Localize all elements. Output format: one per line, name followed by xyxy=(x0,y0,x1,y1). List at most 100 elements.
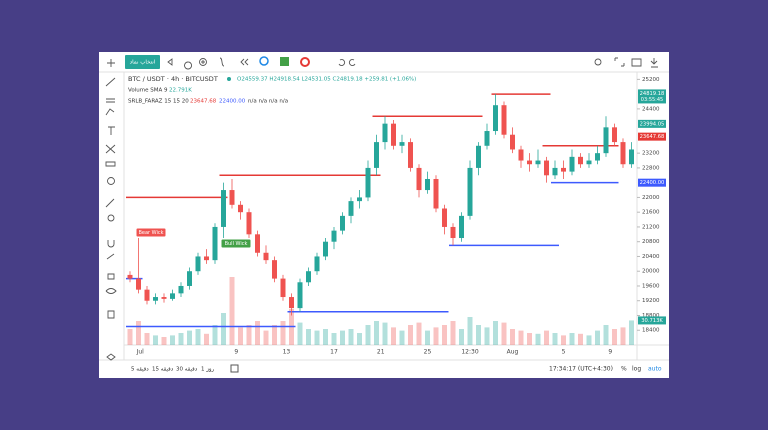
volume-bar xyxy=(144,333,150,345)
x-tick-label: 21 xyxy=(377,349,385,356)
volume-bar xyxy=(229,277,235,345)
candle-body xyxy=(127,274,133,279)
sidebar-icon[interactable] xyxy=(105,59,117,361)
interval-button[interactable]: 15 دقیقه xyxy=(152,367,174,373)
volume-bar xyxy=(187,330,192,345)
volume-bar xyxy=(425,330,430,345)
annotation-box xyxy=(136,228,166,237)
volume-bar xyxy=(544,330,549,345)
toolbar-icons xyxy=(105,56,658,361)
indicator-value: 22400.00 xyxy=(219,99,246,105)
log-toggle[interactable]: log xyxy=(632,366,641,373)
volume-bar xyxy=(527,333,532,345)
candle-body xyxy=(416,167,422,191)
save-icon[interactable] xyxy=(280,57,289,66)
candle-body xyxy=(569,156,575,172)
volume-bar xyxy=(374,321,379,345)
volume-bar xyxy=(272,325,277,345)
volume-bar xyxy=(501,322,507,345)
candle-body xyxy=(280,278,286,298)
volume-bar xyxy=(246,325,252,345)
auto-toggle[interactable]: auto xyxy=(648,366,662,373)
volume-bar xyxy=(348,329,354,345)
symbol-button[interactable] xyxy=(125,55,160,69)
price-label-box xyxy=(638,119,666,128)
alert-icon[interactable] xyxy=(300,57,310,67)
volume-bar xyxy=(391,327,396,345)
volume-bar xyxy=(476,325,481,345)
indicator-name: SRLB_FARAZ 15 15 20 xyxy=(128,99,189,105)
candle-body xyxy=(450,226,456,239)
candle-body xyxy=(195,256,201,272)
y-tick-label: 21200 xyxy=(642,224,660,230)
volume-bar xyxy=(340,330,345,345)
interval-button[interactable]: 1 روز xyxy=(201,367,215,373)
volume-bar xyxy=(136,321,141,345)
search-icon[interactable] xyxy=(259,56,269,66)
candle-body xyxy=(425,178,430,191)
calendar-icon[interactable] xyxy=(230,364,239,373)
y-tick-label: 20000 xyxy=(642,269,660,275)
volume-bar xyxy=(629,320,634,345)
candle-body xyxy=(391,123,396,146)
y-tick-label: 18400 xyxy=(642,328,660,334)
volume-bar xyxy=(467,317,473,345)
y-tick-label: 24400 xyxy=(642,106,660,112)
candle-body xyxy=(518,149,524,161)
candle-body xyxy=(603,127,609,154)
candle-body xyxy=(595,153,600,161)
y-tick-label: 20400 xyxy=(642,254,660,260)
volume-bar xyxy=(399,330,405,345)
volume-bar xyxy=(493,321,498,345)
candle-body xyxy=(153,297,158,301)
volume-bar xyxy=(510,329,515,345)
percent-toggle[interactable]: % xyxy=(621,366,627,373)
candle-body xyxy=(527,160,532,165)
volume-bar xyxy=(552,333,558,345)
candle-body xyxy=(374,142,379,168)
candle-body xyxy=(136,278,141,290)
candle-body xyxy=(433,178,439,209)
volume-bar xyxy=(518,330,524,345)
x-tick-label: 9 xyxy=(608,349,612,356)
volume-bar xyxy=(306,329,311,345)
x-tick-label: 25 xyxy=(424,349,432,356)
candle-body xyxy=(170,293,175,299)
candle-body xyxy=(306,271,311,283)
candle-body xyxy=(544,160,549,176)
candle-body xyxy=(586,160,592,165)
y-tick-label: 19600 xyxy=(642,283,660,289)
volume-bar xyxy=(408,325,413,345)
candle-body xyxy=(161,297,167,299)
volume-bar xyxy=(416,322,422,345)
symbol-button-text[interactable]: انتخاب نماد xyxy=(130,60,156,66)
interval-button[interactable]: 30 دقیقه xyxy=(176,367,198,373)
toolbar-icon[interactable] xyxy=(167,57,658,70)
x-tick-label: 9 xyxy=(234,349,238,356)
candle-body xyxy=(187,271,192,286)
price-label-box xyxy=(638,89,666,104)
volume-bar xyxy=(221,313,226,345)
ohlc-label: O24559.37 H24918.54 L24531.05 C24819.18 … xyxy=(237,77,416,83)
volume-bar xyxy=(578,333,583,345)
x-tick-label: 17 xyxy=(330,349,338,356)
price-label: 24819.18 xyxy=(640,91,665,97)
candle-body xyxy=(535,160,541,165)
symbol-label: BTC / USDT · 4h · BITCUSDT xyxy=(128,75,218,83)
candle-body xyxy=(459,215,464,239)
clock: 17:34:17 (UTC+4:30) xyxy=(549,366,613,373)
y-tick-label: 18800 xyxy=(642,313,660,319)
volume-bar xyxy=(561,335,566,345)
interval-button[interactable]: 5 دقیقه xyxy=(131,367,149,373)
y-tick-label: 20800 xyxy=(642,239,660,245)
volume-name: Volume SMA 9 xyxy=(128,88,168,94)
candle-body xyxy=(238,204,243,213)
x-tick-label: 13 xyxy=(283,349,291,356)
candle-body xyxy=(552,167,558,176)
y-tick-label: 19200 xyxy=(642,298,660,304)
panel xyxy=(99,52,669,378)
y-tick-label: 21600 xyxy=(642,210,660,216)
candle-body xyxy=(561,167,566,172)
volume-bar xyxy=(442,325,447,345)
volume-bar xyxy=(382,322,388,345)
